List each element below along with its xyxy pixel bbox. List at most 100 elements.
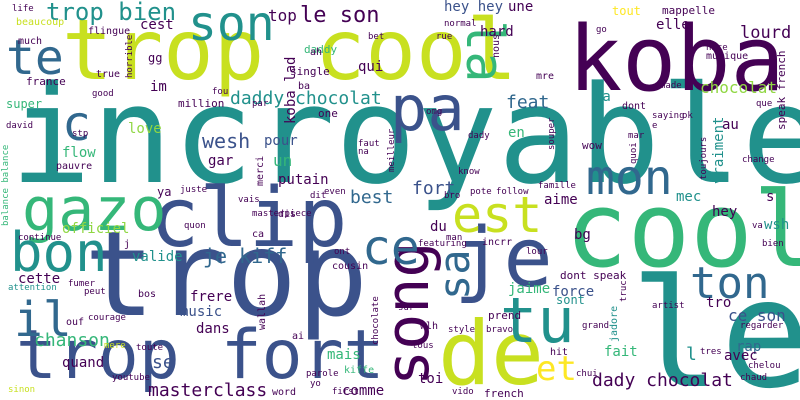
word-sa: sa bbox=[430, 249, 479, 300]
word-ce: ce bbox=[362, 220, 420, 276]
word-grand: grand bbox=[582, 321, 610, 331]
word-bet: bet bbox=[368, 32, 385, 42]
word-elle: elle bbox=[656, 17, 690, 33]
word-daddy: daddy bbox=[304, 43, 338, 56]
word-know: know bbox=[458, 167, 480, 177]
word-wesh: wesh bbox=[202, 129, 251, 153]
word-s: s bbox=[766, 189, 775, 205]
word-music: music bbox=[180, 304, 223, 320]
word-dady-chocolat: dady chocolat bbox=[592, 370, 733, 391]
word-pour: pour bbox=[264, 133, 298, 149]
word-dis: dis bbox=[278, 209, 297, 220]
word-cest: cest bbox=[140, 17, 174, 33]
word-regarder: regarder bbox=[740, 321, 784, 331]
word-chui: chui bbox=[576, 369, 598, 379]
word-hey: hey bbox=[712, 204, 738, 220]
word-trop-fort: trop fort bbox=[16, 316, 385, 395]
word-e: e bbox=[652, 121, 658, 131]
word-koba: koba bbox=[568, 7, 785, 112]
word-ton: ton bbox=[690, 258, 770, 309]
word-mais: mais bbox=[327, 347, 361, 363]
word-incrr: incrr bbox=[482, 237, 513, 248]
word-super: super bbox=[6, 97, 43, 111]
word-french: french bbox=[484, 387, 524, 400]
word-vais: vais bbox=[238, 195, 260, 205]
word-tout: tout bbox=[612, 4, 641, 18]
word-musique: musique bbox=[706, 51, 749, 62]
word-parole: parole bbox=[306, 369, 339, 379]
word-feat: feat bbox=[506, 92, 550, 113]
word-pauvre: pauvre bbox=[56, 161, 93, 172]
word-change: change bbox=[742, 155, 775, 165]
word-tu: tu bbox=[500, 284, 575, 357]
word-du: du bbox=[430, 219, 447, 235]
word-le-son: le son bbox=[300, 3, 380, 28]
word-valide: valide bbox=[132, 249, 183, 265]
word-mappelle: mappelle bbox=[662, 4, 715, 17]
word-mar: mar bbox=[628, 131, 645, 141]
word-mec: mec bbox=[676, 189, 702, 205]
word-chocolate: chocolate bbox=[371, 296, 381, 345]
word-c: c bbox=[62, 96, 91, 152]
word-david: david bbox=[6, 121, 34, 131]
word-cousin: cousin bbox=[332, 261, 369, 272]
word-vraiment: vraiment bbox=[711, 116, 727, 184]
word-toi: toi bbox=[418, 371, 444, 387]
word-much: much bbox=[18, 36, 43, 47]
word-rap: rap bbox=[736, 339, 762, 355]
word-one: one bbox=[318, 107, 338, 120]
word-mere: mere bbox=[104, 341, 126, 351]
word-nous: nous bbox=[491, 33, 502, 58]
word-en: en bbox=[508, 125, 525, 141]
word-style: style bbox=[448, 325, 476, 335]
word-souper: souper bbox=[547, 117, 557, 150]
word-bos: bos bbox=[138, 289, 157, 300]
word-officiel: officiel bbox=[62, 221, 130, 237]
word-mon: mon bbox=[586, 150, 673, 206]
word-im: im bbox=[150, 79, 167, 95]
word-vido: vido bbox=[452, 387, 474, 397]
word-normal: normal bbox=[444, 19, 477, 29]
word-good: good bbox=[92, 89, 114, 99]
word-flingue: flingue bbox=[88, 26, 131, 37]
word-fait: fait bbox=[604, 344, 638, 360]
word-dont-speak: dont speak bbox=[560, 269, 627, 282]
word-et: et bbox=[536, 349, 577, 389]
word-bien: bien bbox=[762, 239, 784, 249]
word-trop-bien: trop bien bbox=[46, 0, 177, 26]
word-ont: ont bbox=[334, 247, 351, 257]
word-sur: sur bbox=[398, 303, 415, 313]
word-ta: ta bbox=[594, 89, 611, 105]
word-lour: lour bbox=[526, 247, 548, 257]
word-na: na bbox=[358, 147, 369, 157]
word-even: even bbox=[324, 187, 346, 197]
word-tres: tres bbox=[700, 347, 722, 357]
word-daddy-chocolat: daddy chocolat bbox=[230, 88, 382, 109]
word-featuring: featuring bbox=[418, 239, 467, 249]
word-ca: ca bbox=[252, 229, 265, 240]
word-est: est bbox=[452, 186, 543, 244]
word-sinon: sinon bbox=[8, 385, 36, 395]
word-je: je bbox=[454, 211, 553, 306]
word-dans: dans bbox=[196, 321, 230, 337]
word-merci: merci bbox=[255, 155, 266, 186]
word-clip: clip bbox=[150, 171, 348, 266]
word-speak-french: speak french bbox=[775, 50, 788, 130]
word-bon: bon bbox=[10, 221, 108, 284]
word-fort: fort bbox=[412, 178, 456, 199]
word-courage: courage bbox=[88, 313, 126, 323]
word-cette: cette bbox=[18, 271, 61, 287]
word-gazo: gazo bbox=[22, 175, 167, 245]
word-que: que bbox=[756, 99, 773, 109]
word-hey-hey: hey hey bbox=[444, 0, 504, 15]
word-dit: dit bbox=[310, 191, 327, 201]
word-stp: stp bbox=[72, 129, 89, 139]
word-omg: omg bbox=[426, 107, 443, 117]
word-go: go bbox=[596, 25, 607, 35]
word-balance-balance: balance balance bbox=[1, 144, 11, 226]
word-love: love bbox=[128, 121, 162, 137]
word-j: j bbox=[124, 239, 131, 250]
word-peut: peut bbox=[84, 287, 106, 297]
word-tro: tro bbox=[706, 295, 732, 311]
